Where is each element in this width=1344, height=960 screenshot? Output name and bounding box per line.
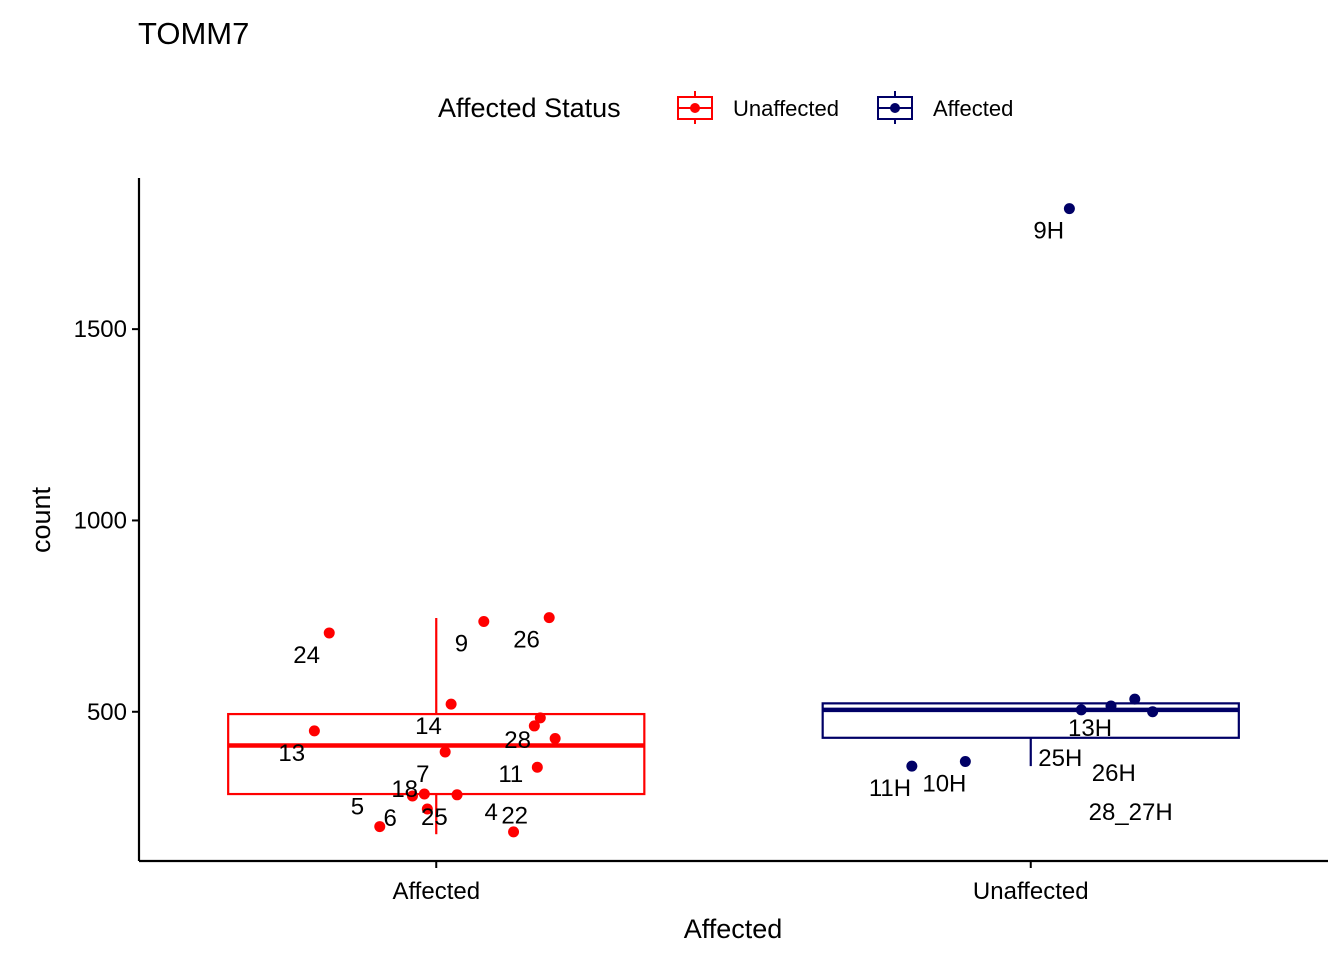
data-point [543,612,555,624]
legend-title: Affected Status [438,93,621,123]
point-label: 13 [278,740,305,767]
data-point [906,760,918,772]
data-point [421,803,433,815]
point-label: 11 [498,761,523,788]
point-label: 25 [421,804,448,831]
point-label: 11H [869,775,911,802]
chart-title: TOMM7 [138,16,249,51]
data-point [374,821,386,833]
point-label: 25H [1038,745,1082,772]
legend-label: Affected [933,96,1013,121]
data-point [534,712,546,724]
data-point [1063,203,1075,215]
data-point [308,725,320,737]
legend: Affected Status Unaffected Affected [438,91,1013,124]
x-tick-label: Unaffected [973,878,1089,905]
point-label: 5 [351,794,364,821]
data-point [531,761,543,773]
legend-label: Unaffected [733,96,839,121]
data-point [451,789,463,801]
point-label: 18 [391,776,418,803]
point-label: 9H [1033,218,1064,245]
point-label: 14 [415,713,442,740]
data-point [323,627,335,639]
point-label: 9 [455,630,468,657]
y-tick-label: 500 [87,699,127,726]
point-label: 26H [1092,760,1136,787]
data-point [478,615,490,627]
point-label: 10H [922,771,966,798]
box-group-affected: 24 9 26 14 28 13 11 7 22 25 618 5 4 [227,612,646,838]
legend-entry-unaffected: Unaffected [677,91,839,124]
y-axis-title: count [26,486,56,553]
box-group-unaffected: 9H 13H 26H 25H 28_27H 10H 11H [821,203,1240,826]
point-label: 13H [1068,715,1112,742]
box [821,702,1240,739]
y-tick-label: 1000 [74,507,127,534]
point-label: 24 [293,642,320,669]
x-tick-label: Affected [392,878,480,905]
data-point [1129,693,1141,705]
legend-key-point [690,103,700,113]
point-label: 7 [416,761,429,788]
data-point [1075,704,1087,716]
y-tick-label: 1500 [74,316,127,343]
box [227,712,646,796]
point-label: 6 [383,805,396,832]
point-label: 28 [504,727,531,754]
data-point [1105,700,1117,712]
point-label: 4 [485,799,498,826]
data-point [1147,706,1159,718]
point-label: 22 [501,802,528,829]
data-point [528,720,540,732]
data-point [549,733,561,745]
data-point [445,698,457,710]
legend-key-point [890,103,900,113]
legend-entry-affected: Affected [877,91,1013,124]
point-label: 26 [513,627,540,654]
x-axis-title: Affected [684,914,783,944]
data-point [418,788,430,800]
data-point [508,826,520,838]
data-point [406,790,418,802]
point-label: 28_27H [1089,799,1173,826]
data-point [439,746,451,758]
data-point [959,756,971,768]
